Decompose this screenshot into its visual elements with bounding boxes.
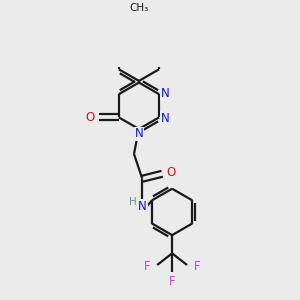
Text: H: H <box>129 197 137 207</box>
Text: O: O <box>167 167 176 179</box>
Text: O: O <box>85 111 94 124</box>
Text: N: N <box>138 200 147 213</box>
Text: N: N <box>160 87 169 100</box>
Text: F: F <box>194 260 200 273</box>
Text: F: F <box>169 275 175 288</box>
Text: N: N <box>160 112 169 125</box>
Text: F: F <box>144 260 151 273</box>
Text: N: N <box>135 128 143 140</box>
Text: CH₃: CH₃ <box>129 3 148 13</box>
